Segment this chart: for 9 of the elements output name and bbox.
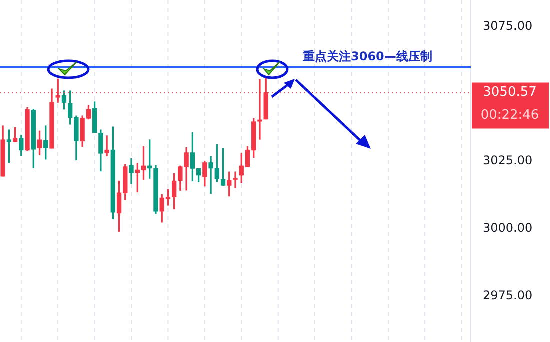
y-tick-label: 3025.00 [483, 154, 533, 168]
y-tick-label: 2975.00 [483, 288, 533, 302]
candlestick [233, 172, 238, 188]
y-tick-label: 3000.00 [483, 221, 533, 236]
ref-line-label: 3050.57 [483, 85, 537, 100]
text: 00:22:46 [480, 108, 540, 124]
ref-line-label: 重点关注3060—线压制 [302, 49, 432, 64]
candlestick [104, 136, 110, 157]
y-tick-label: 3075.00 [483, 19, 533, 34]
